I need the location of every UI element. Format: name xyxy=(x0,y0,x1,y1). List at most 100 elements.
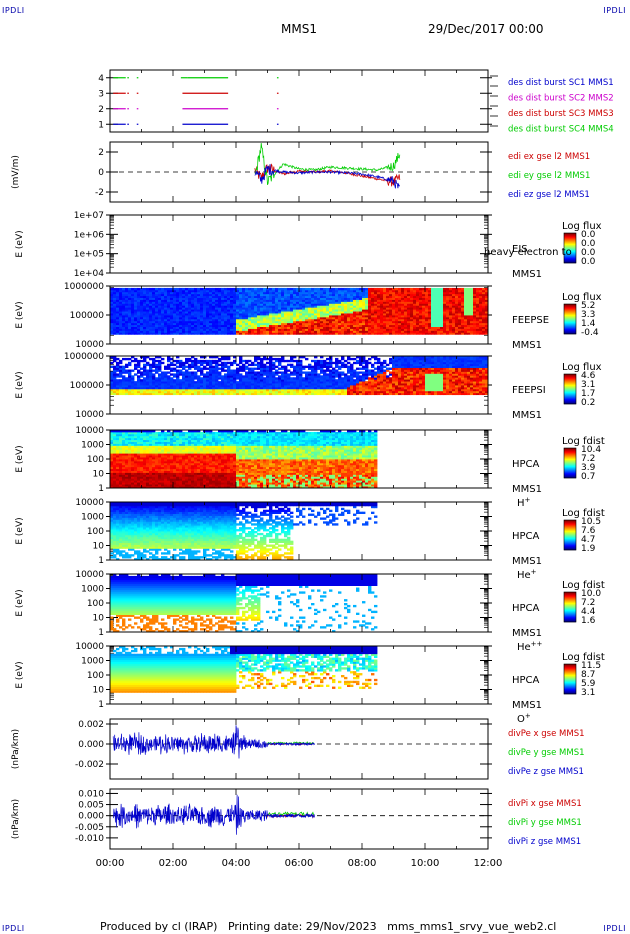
heatmap-cell xyxy=(449,295,453,298)
heatmap-cell xyxy=(326,287,330,291)
heatmap-cell xyxy=(185,332,189,335)
heatmap-cell xyxy=(296,293,300,297)
heatmap-cell xyxy=(443,305,447,308)
heatmap-cell xyxy=(272,361,276,365)
heatmap-cell xyxy=(428,324,432,327)
heatmap-cell xyxy=(458,322,462,326)
heatmap-cell xyxy=(245,291,249,295)
heatmap-cell xyxy=(428,305,432,308)
heatmap-cell xyxy=(263,303,267,306)
heatmap-cell xyxy=(113,307,117,310)
heatmap-cell xyxy=(185,293,189,297)
heatmap-cell xyxy=(287,287,291,291)
heatmap-cell xyxy=(386,293,390,297)
heatmap-cell xyxy=(326,316,330,320)
heatmap-cell xyxy=(281,330,285,333)
heatmap-cell xyxy=(434,297,438,300)
heatmap-cell xyxy=(470,291,474,295)
heatmap-cell xyxy=(419,315,423,318)
heatmap-cell xyxy=(341,377,345,380)
heatmap-cell xyxy=(260,315,264,318)
heatmap-cell xyxy=(242,326,246,329)
heatmap-cell xyxy=(365,381,369,384)
heatmap-cell xyxy=(374,307,378,310)
heatmap-cell xyxy=(467,289,471,293)
heatmap-cell xyxy=(275,377,279,380)
heatmap-cell xyxy=(284,324,288,327)
heatmap-cell xyxy=(302,322,306,326)
heatmap-cell xyxy=(152,369,156,372)
heatmap-cell xyxy=(341,289,345,293)
heatmap-cell xyxy=(254,307,258,310)
heatmap-cell xyxy=(245,307,249,310)
y-tick-label: 100000 xyxy=(70,311,105,321)
heatmap-cell xyxy=(110,303,114,306)
heatmap-cell xyxy=(386,295,390,298)
heatmap-cell xyxy=(230,299,234,302)
heatmap-cell xyxy=(221,315,225,318)
heatmap-cell xyxy=(344,322,348,326)
heatmap-cell xyxy=(452,328,456,331)
heatmap-cell xyxy=(143,328,147,331)
heatmap-cell xyxy=(389,289,393,293)
heatmap-cell xyxy=(242,324,246,327)
heatmap-cell xyxy=(146,305,150,308)
heatmap-cell xyxy=(203,305,207,308)
heatmap-cell xyxy=(428,289,432,293)
heatmap-cell xyxy=(218,332,222,335)
heatmap-cell xyxy=(167,305,171,308)
heatmap-cell xyxy=(167,326,171,329)
heatmap-cell xyxy=(356,367,360,370)
heatmap-cell xyxy=(182,316,186,320)
colorbar-segment xyxy=(564,233,576,235)
heatmap-cell xyxy=(128,324,132,327)
heatmap-cell xyxy=(143,315,147,318)
heatmap-cell xyxy=(395,305,399,308)
colorbar-segment xyxy=(564,240,576,242)
heatmap-cell xyxy=(155,324,159,327)
heatmap-cell xyxy=(326,330,330,333)
heatmap-cell xyxy=(278,318,282,322)
heatmap-cell xyxy=(458,295,462,298)
heatmap-cell xyxy=(137,311,141,314)
y-tick-label: 1e+05 xyxy=(74,250,104,260)
heatmap-cell xyxy=(143,299,147,302)
heatmap-cell xyxy=(332,309,336,312)
heatmap-cell xyxy=(458,332,462,335)
heatmap-cell xyxy=(338,309,342,312)
heatmap-cell xyxy=(251,330,255,333)
heatmap-cell xyxy=(326,297,330,300)
heatmap-cell xyxy=(113,315,117,318)
heatmap-cell xyxy=(383,359,387,363)
heatmap-cell xyxy=(290,328,294,331)
heatmap-cell xyxy=(380,309,384,312)
heatmap-cell xyxy=(413,291,417,295)
heatmap-cell xyxy=(170,311,174,314)
heatmap-cell xyxy=(332,305,336,308)
heatmap-cell xyxy=(368,295,372,298)
heatmap-cell xyxy=(167,293,171,297)
heatmap-cell xyxy=(443,330,447,333)
heatmap-cell xyxy=(341,309,345,312)
heatmap-cell xyxy=(440,293,444,297)
heatmap-cell xyxy=(140,293,144,297)
heatmap-cell xyxy=(407,313,411,316)
heatmap-cell xyxy=(179,299,183,302)
heatmap-cell xyxy=(176,299,180,302)
colorbar-tick-label: 0.0 xyxy=(581,257,596,267)
heatmap-cell xyxy=(173,307,177,310)
heatmap-cell xyxy=(275,315,279,318)
heatmap-cell xyxy=(203,297,207,300)
heatmap-cell xyxy=(332,299,336,302)
heatmap-cell xyxy=(116,379,120,382)
heatmap-cell xyxy=(296,287,300,291)
heatmap-cell xyxy=(146,313,150,316)
heatmap-cell xyxy=(410,293,414,297)
heatmap-cell xyxy=(182,297,186,300)
heatmap-cell xyxy=(338,324,342,327)
heatmap-cell xyxy=(182,289,186,293)
heatmap-cell xyxy=(215,324,219,327)
heatmap-cell xyxy=(206,303,210,306)
heatmap-cell xyxy=(476,328,480,331)
heatmap-cell xyxy=(302,315,306,318)
